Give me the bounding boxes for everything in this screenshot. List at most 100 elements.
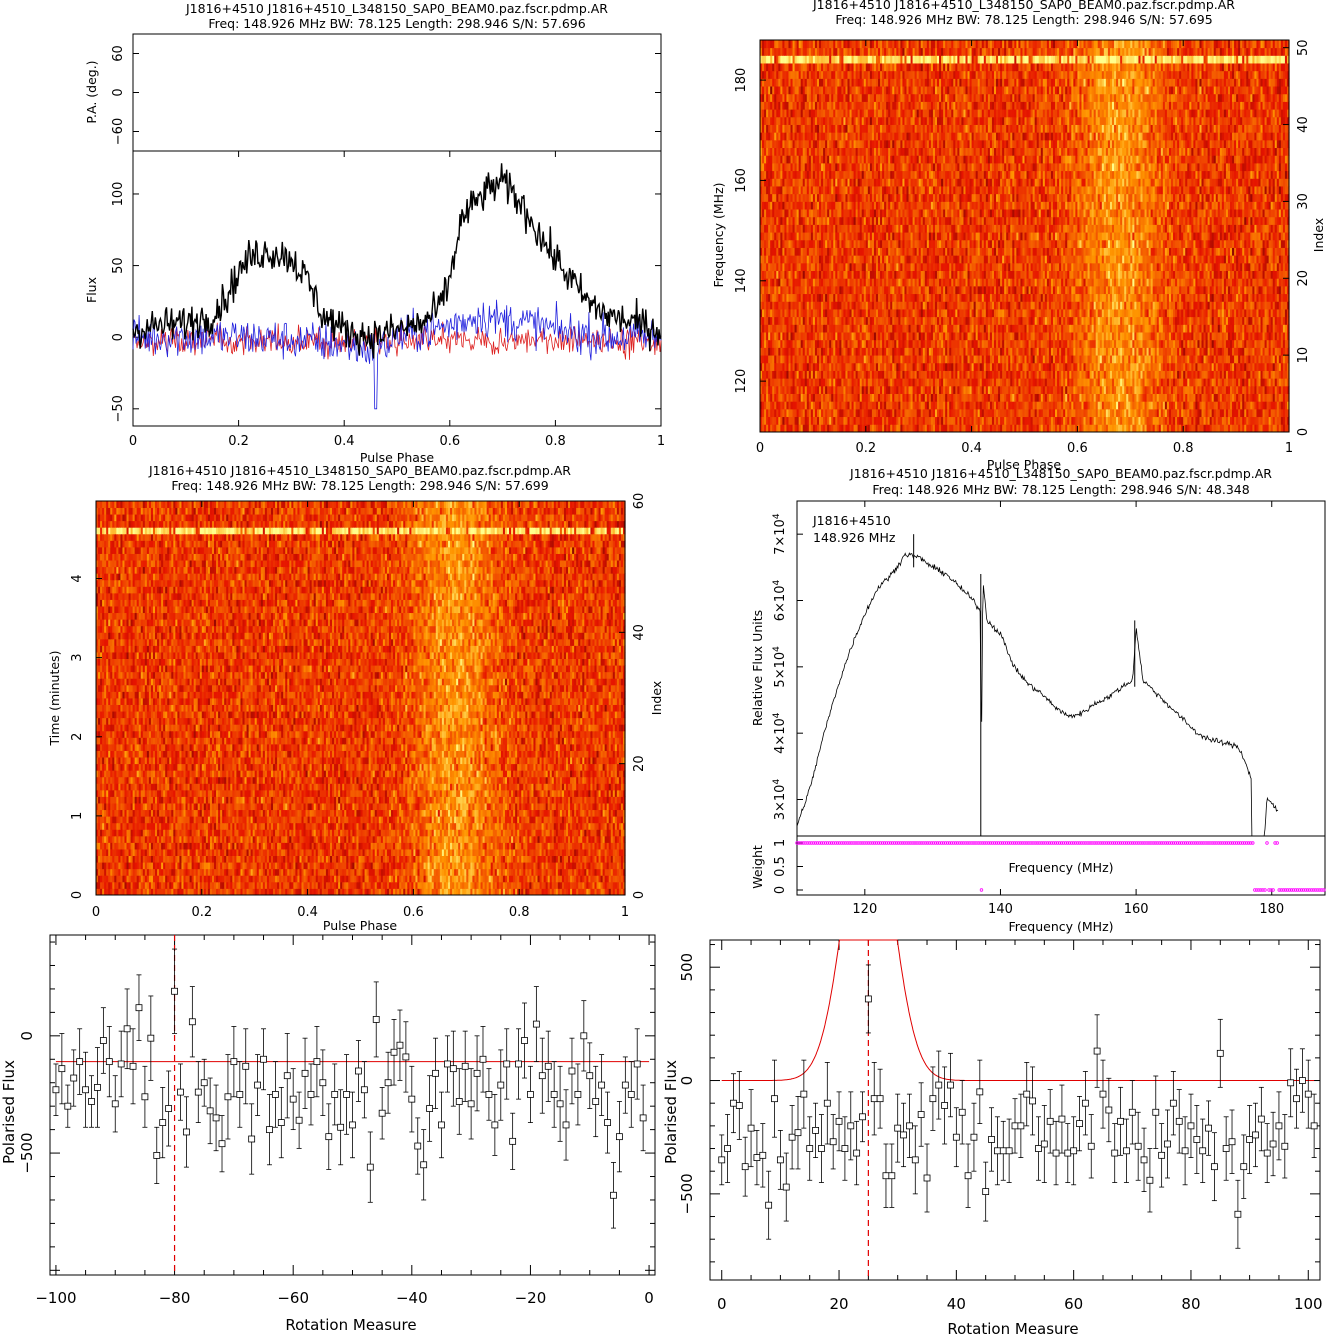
heat-cell — [798, 416, 802, 425]
heat-cell — [996, 408, 999, 418]
heat-cell — [1278, 393, 1282, 402]
heat-cell — [886, 385, 889, 394]
heat-cell — [1103, 408, 1107, 418]
heat-cell — [1030, 339, 1034, 348]
heat-cell — [941, 339, 944, 348]
heat-cell — [906, 332, 910, 341]
heat-cell — [1126, 393, 1129, 402]
heat-cell — [896, 362, 899, 371]
heat-cell — [865, 362, 869, 371]
heat-cell — [871, 332, 875, 341]
heat-cell — [1211, 347, 1215, 356]
heat-cell — [1095, 355, 1099, 364]
heat-cell — [1205, 355, 1209, 364]
heat-cell — [957, 332, 960, 341]
heat-cell — [1260, 401, 1264, 410]
heat-cell — [1044, 385, 1048, 394]
heat-cell — [1181, 370, 1184, 379]
heat-cell — [1144, 408, 1148, 418]
heat-cell — [839, 393, 842, 402]
heat-cell — [1130, 424, 1133, 433]
heat-cell — [760, 401, 763, 410]
heat-cell — [861, 355, 865, 364]
heat-cell — [855, 332, 859, 341]
heat-cell — [1168, 347, 1172, 356]
heat-cell — [1087, 424, 1091, 433]
heat-cell — [1061, 385, 1064, 394]
heat-cell — [823, 408, 826, 418]
heat-cell — [1189, 424, 1192, 433]
heat-cell — [1120, 401, 1123, 410]
heat-cell — [959, 408, 963, 418]
heat-cell — [1238, 393, 1241, 402]
heat-cell — [1085, 355, 1089, 364]
heat-cell — [1256, 362, 1260, 371]
heat-cell — [764, 362, 767, 371]
heat-cell — [1130, 378, 1133, 387]
heat-cell — [1242, 401, 1245, 410]
heat-cell — [1014, 385, 1017, 394]
heat-cell — [1057, 424, 1060, 433]
heat-cell — [1274, 393, 1278, 402]
heat-cell — [1160, 347, 1164, 356]
heat-cell — [943, 355, 946, 364]
heat-cell — [1142, 378, 1146, 387]
heat-cell — [1177, 385, 1180, 394]
heat-cell — [1215, 408, 1219, 418]
heat-cell — [888, 393, 891, 402]
heat-cell — [914, 416, 918, 425]
heat-cell — [882, 416, 885, 425]
heat-cell — [857, 347, 861, 356]
heat-cell — [786, 401, 790, 410]
heat-cell — [1126, 416, 1129, 425]
heat-cell — [987, 385, 991, 394]
heat-cell — [924, 424, 928, 433]
heat-cell — [1116, 370, 1119, 379]
heat-cell — [963, 332, 967, 341]
heat-cell — [955, 385, 958, 394]
heat-cell — [1213, 355, 1217, 364]
heat-cell — [863, 339, 867, 348]
heat-cell — [880, 416, 883, 425]
heat-cell — [930, 339, 934, 348]
heat-cell — [1262, 370, 1266, 379]
heat-cell — [800, 401, 804, 410]
heat-cell — [1099, 408, 1103, 418]
heat-cell — [816, 424, 820, 433]
heat-cell — [869, 416, 873, 425]
heat-cell — [1107, 339, 1111, 348]
heat-cell — [1209, 362, 1213, 371]
heat-cell — [1183, 385, 1186, 394]
heat-cell — [1280, 370, 1284, 379]
heat-cell — [821, 362, 824, 371]
heat-cell — [1000, 416, 1003, 425]
heat-cell — [831, 332, 834, 341]
heat-cell — [873, 378, 877, 387]
heat-cell — [1276, 378, 1280, 387]
heat-cell — [847, 424, 851, 433]
heat-cell — [1126, 378, 1129, 387]
heat-cell — [1142, 347, 1146, 356]
heat-cell — [1052, 385, 1056, 394]
heat-cell — [1187, 385, 1190, 394]
heat-cell — [1099, 385, 1103, 394]
heat-cell — [1173, 355, 1176, 364]
heat-cell — [1246, 339, 1249, 348]
heat-cell — [920, 416, 924, 425]
heat-cell — [796, 347, 800, 356]
heat-cell — [1126, 362, 1129, 371]
heat-cell — [1042, 355, 1046, 364]
heat-cell — [1099, 370, 1103, 379]
heat-cell — [967, 393, 971, 402]
heat-cell — [1217, 401, 1221, 410]
heat-cell — [829, 416, 832, 425]
heat-cell — [1223, 424, 1227, 433]
heat-cell — [1016, 393, 1019, 402]
heat-cell — [1185, 378, 1188, 387]
heat-cell — [857, 355, 861, 364]
heat-cell — [1109, 408, 1113, 418]
heat-cell — [1211, 370, 1215, 379]
heat-cell — [1077, 370, 1081, 379]
heat-cell — [991, 355, 995, 364]
heat-cell — [1168, 408, 1172, 418]
